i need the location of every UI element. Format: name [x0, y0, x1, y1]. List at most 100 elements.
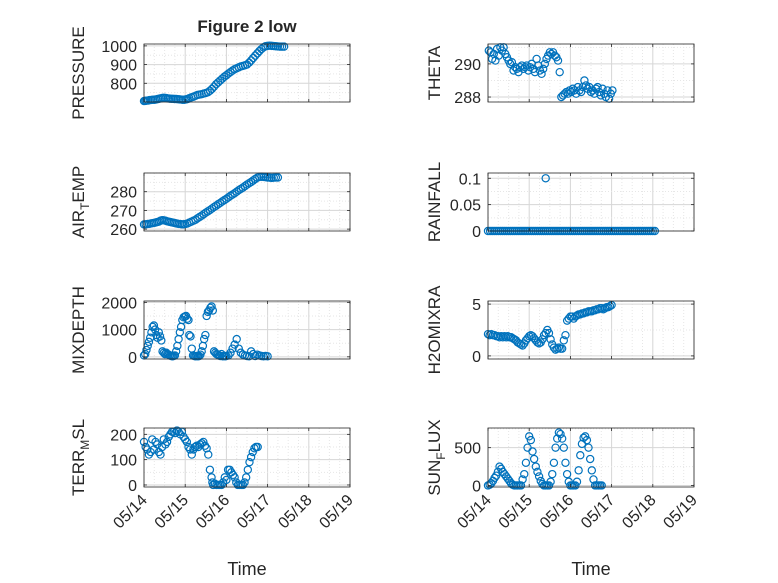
data-point — [539, 64, 548, 74]
data-point — [207, 84, 217, 94]
y-axis-label: SUNFLUX — [425, 419, 448, 495]
data-point — [533, 467, 542, 477]
x-tick-label: 05/19 — [660, 492, 700, 532]
data-point — [222, 475, 231, 485]
data-point — [190, 442, 200, 452]
x-tick-label: 05/14 — [454, 492, 494, 532]
data-point — [152, 440, 162, 449]
data-point — [598, 84, 607, 93]
data-point — [540, 59, 550, 69]
data-point — [240, 478, 249, 487]
data-point — [206, 303, 215, 313]
data-point — [538, 335, 547, 344]
plot-area — [488, 173, 694, 231]
data-point — [201, 330, 210, 340]
x-tick-label: 05/17 — [234, 492, 274, 532]
data-point — [253, 442, 262, 452]
y-tick-label: 500 — [454, 441, 481, 458]
data-point — [242, 180, 252, 189]
data-point — [251, 51, 260, 60]
data-point — [154, 328, 164, 337]
data-point — [576, 87, 586, 97]
data-point — [193, 214, 202, 223]
data-point — [263, 352, 272, 361]
data-point — [149, 321, 159, 330]
data-point — [541, 174, 550, 183]
y-tick-label: 0.05 — [450, 198, 481, 215]
subplot-rainfall: 0 0.05 0.1 RAINFALL — [425, 162, 695, 242]
data-point — [546, 477, 555, 486]
data-point — [234, 186, 243, 195]
axes-box — [487, 427, 695, 488]
data-point — [218, 197, 227, 206]
data-point — [498, 333, 508, 342]
data-point — [557, 344, 567, 353]
data-point — [549, 458, 559, 467]
data-point — [197, 347, 206, 356]
plot-area — [144, 44, 350, 102]
data-point — [493, 332, 503, 341]
x-tick-label: 05/14 — [110, 492, 150, 532]
data-point — [528, 447, 537, 456]
y-tick-label: 0 — [128, 478, 137, 495]
subplot-theta: 288 290 THETA — [425, 43, 695, 107]
data-point — [520, 469, 529, 479]
data-point — [207, 302, 216, 311]
data-point — [183, 314, 192, 323]
data-point — [553, 344, 562, 353]
data-point — [246, 452, 256, 462]
data-point — [518, 475, 527, 484]
data-point — [576, 451, 585, 460]
y-tick-label: 200 — [110, 427, 137, 444]
data-point — [531, 462, 540, 471]
data-point — [572, 477, 582, 486]
data-point — [156, 450, 165, 459]
data-point — [561, 458, 570, 467]
data-point — [148, 322, 157, 332]
data-point — [209, 480, 218, 490]
data-point — [155, 332, 165, 341]
y-tick-label: 0 — [472, 349, 481, 366]
data-point — [244, 352, 254, 361]
data-point — [157, 336, 166, 345]
data-point — [246, 56, 256, 65]
y-tick-label: 0 — [472, 224, 481, 241]
x-tick-label: 05/18 — [619, 492, 659, 532]
data-point — [185, 330, 194, 340]
data-point — [544, 481, 554, 490]
y-tick-label: 260 — [110, 222, 137, 239]
data-point — [582, 435, 592, 445]
data-point — [248, 349, 258, 359]
y-tick-label: 0 — [128, 350, 137, 367]
data-point — [243, 465, 253, 474]
data-point — [496, 332, 506, 341]
y-axis-label: AIRTEMP — [69, 166, 92, 239]
data-point — [521, 458, 531, 467]
data-point — [228, 344, 237, 353]
y-axis-label: TERRMSL — [69, 419, 92, 496]
y-tick-label: 1000 — [101, 39, 137, 56]
data-point — [175, 328, 185, 337]
data-point — [241, 473, 251, 482]
y-tick-label: 290 — [454, 57, 481, 74]
data-point — [525, 432, 534, 441]
y-axis-label: H2OMIXRA — [425, 285, 444, 374]
data-point — [581, 432, 590, 441]
data-point — [526, 435, 536, 445]
data-point — [232, 334, 241, 344]
data-point — [279, 42, 289, 51]
data-point — [162, 437, 172, 447]
axes-box — [487, 43, 695, 103]
data-point — [226, 191, 235, 201]
y-tick-label: 100 — [110, 453, 137, 470]
y-axis-label: RAINFALL — [425, 162, 444, 242]
data-point — [199, 437, 208, 447]
data-point — [205, 465, 215, 474]
axes-box — [487, 300, 695, 360]
data-point — [559, 443, 569, 452]
data-point — [185, 445, 195, 454]
data-point — [234, 344, 243, 353]
